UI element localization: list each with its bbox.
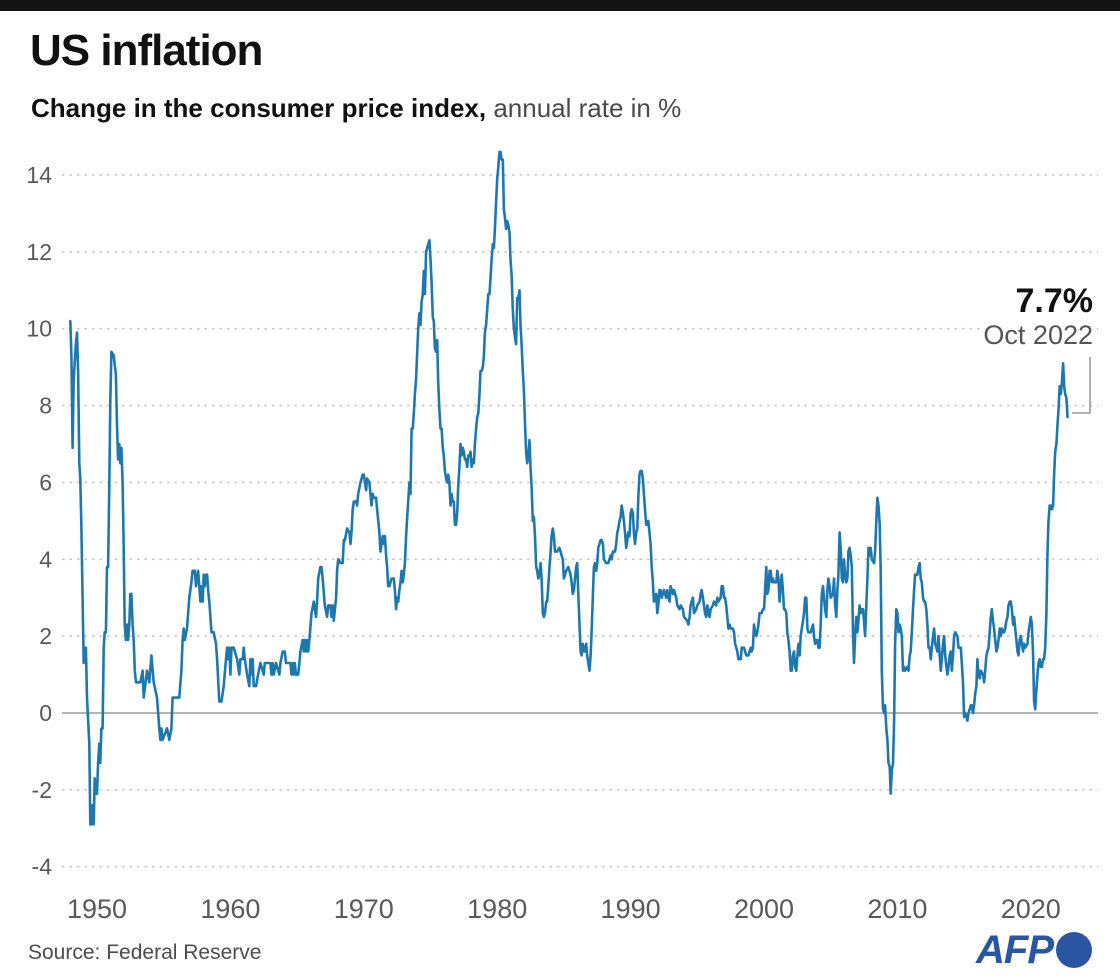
y-tick-label: 4 [39, 546, 52, 572]
x-tick-label: 2000 [734, 894, 794, 924]
chart-subtitle: Change in the consumer price index, annu… [31, 93, 681, 124]
x-tick-label: 1990 [601, 894, 661, 924]
y-tick-label: 8 [39, 393, 52, 419]
afp-logo: AFP [976, 930, 1092, 970]
afp-logo-circle-icon [1056, 932, 1092, 968]
top-border-bar [0, 0, 1120, 11]
source-credit: Source: Federal Reserve [28, 941, 262, 964]
annotation-value-label: 7.7% [1013, 282, 1095, 320]
subtitle-bold-text: Change in the consumer price index, [31, 93, 487, 123]
x-tick-label: 1950 [67, 894, 127, 924]
y-tick-label: 6 [39, 469, 52, 495]
page-title: US inflation [30, 26, 263, 75]
y-tick-label: 10 [26, 316, 52, 342]
y-tick-label: 12 [26, 239, 52, 265]
y-tick-label: 0 [39, 700, 52, 726]
x-tick-label: 1980 [467, 894, 527, 924]
annotation-connector [1072, 357, 1091, 414]
gridlines [62, 174, 1098, 868]
y-tick-label: 14 [26, 162, 52, 188]
x-tick-label: 2020 [1001, 894, 1061, 924]
inflation-line [69, 150, 1069, 826]
x-tick-label: 1970 [334, 894, 394, 924]
axis-tick-labels: -4 -2 0 2 4 6 8 10 12 14 1950 1960 1970 1980 1990 2000 2… [26, 162, 1060, 924]
annotation-date-label: Oct 2022 [981, 320, 1095, 351]
y-tick-label: -4 [32, 854, 53, 880]
x-tick-label: 2010 [867, 894, 927, 924]
annotation-connector-line [1072, 357, 1091, 414]
afp-logo-text: AFP [976, 928, 1054, 972]
subtitle-light-text: annual rate in % [486, 93, 682, 123]
inflation-line-series [69, 150, 1069, 826]
y-tick-label: 2 [39, 623, 52, 649]
y-tick-label: -2 [32, 777, 52, 803]
x-tick-label: 1960 [200, 894, 260, 924]
